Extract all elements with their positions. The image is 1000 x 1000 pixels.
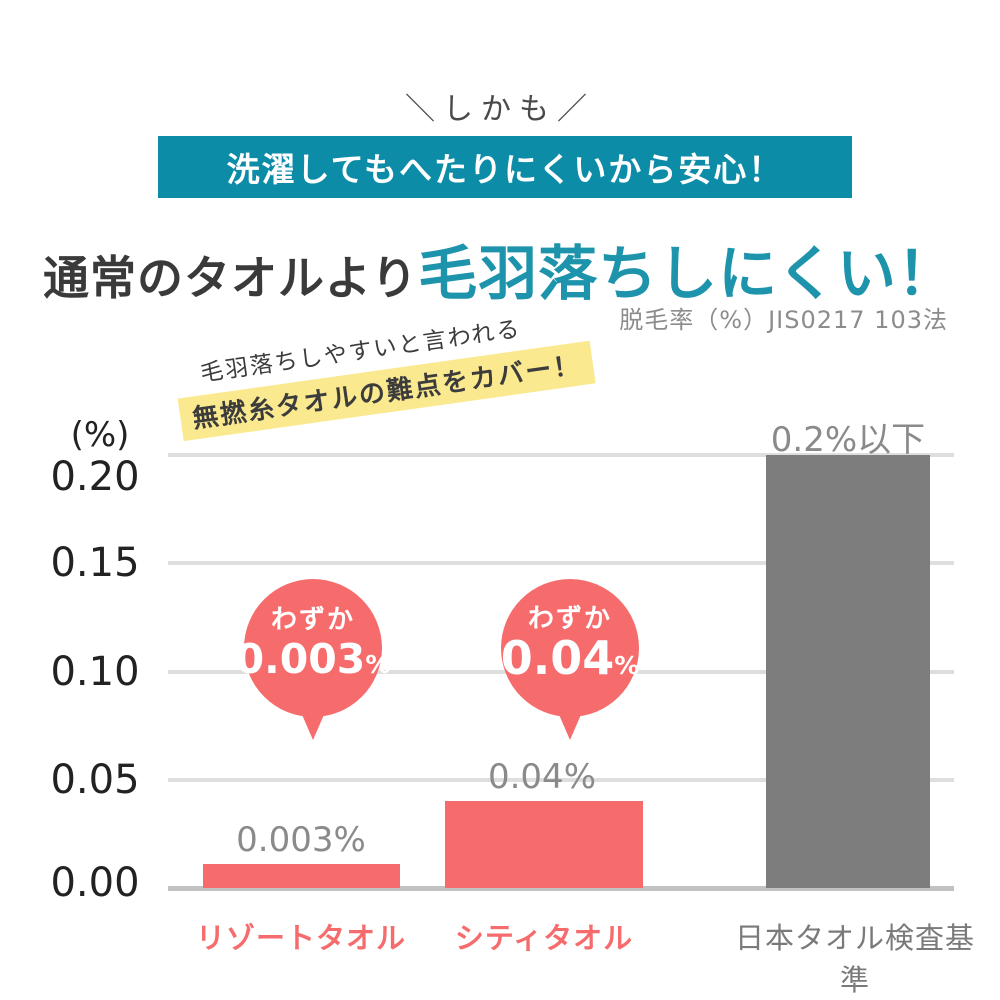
bar-value-resort-towel: 0.003% [236,820,366,860]
callout-unit: % [365,649,391,679]
catchphrase: ＼しかも／ [405,92,595,127]
handwritten-annotation: 毛羽落ちしやすいと言われる 無撚糸タオルの難点をカバー！ [172,300,596,442]
x-label-city-towel: シティタオル [454,921,634,955]
callout-value-row: 0.003% [236,636,391,691]
banner-headline: 洗濯してもへたりにくいから安心！ [158,136,852,198]
y-tick-0-20: 0.20 [50,454,140,500]
callout-value: 0.04 [500,630,615,685]
y-tick-0-15: 0.15 [50,540,140,586]
y-tick-0-10: 0.10 [50,649,140,695]
bar-resort-towel [203,864,400,888]
callout-prefix: わずか [270,604,355,635]
headline-accent-text: 毛羽落ちしにくい！ [418,239,957,308]
callout-value: 0.003 [235,634,366,683]
callout-prefix: わずか [527,603,612,634]
callout-bubble-resort-towel: わずか 0.003% [236,579,390,740]
y-axis-unit-label: (%) [70,415,130,455]
bubble-tail-icon [557,710,583,740]
bar-value-jis-standard: 0.2%以下 [770,420,926,460]
gridline-0-05 [168,778,954,782]
y-tick-0-05: 0.05 [50,757,140,803]
gridline-0-20 [168,453,954,457]
bar-jis-standard [766,455,930,888]
main-headline: 通常のタオルより 毛羽落ちしにくい！ [0,226,1000,311]
bar-value-city-towel: 0.04% [487,757,596,797]
callout-unit: % [614,650,640,680]
banner-text: 洗濯してもへたりにくいから安心！ [226,150,784,189]
bubble-tail-icon [300,710,326,740]
measurement-method-note: 脱毛率（%）JIS0217 103法 [619,306,948,334]
y-tick-0-00: 0.00 [50,860,140,906]
x-label-resort-towel: リゾートタオル [195,921,406,955]
gridline-0-15 [168,561,954,565]
headline-normal-text: 通常のタオルより [43,251,419,305]
callout-bubble-city-towel: わずか 0.04% [501,579,640,740]
x-axis-baseline [168,886,954,891]
callout-value-row: 0.04% [501,635,640,692]
x-label-jis-standard: 日本タオル検査基準 [734,921,975,997]
bar-city-towel [445,801,643,888]
